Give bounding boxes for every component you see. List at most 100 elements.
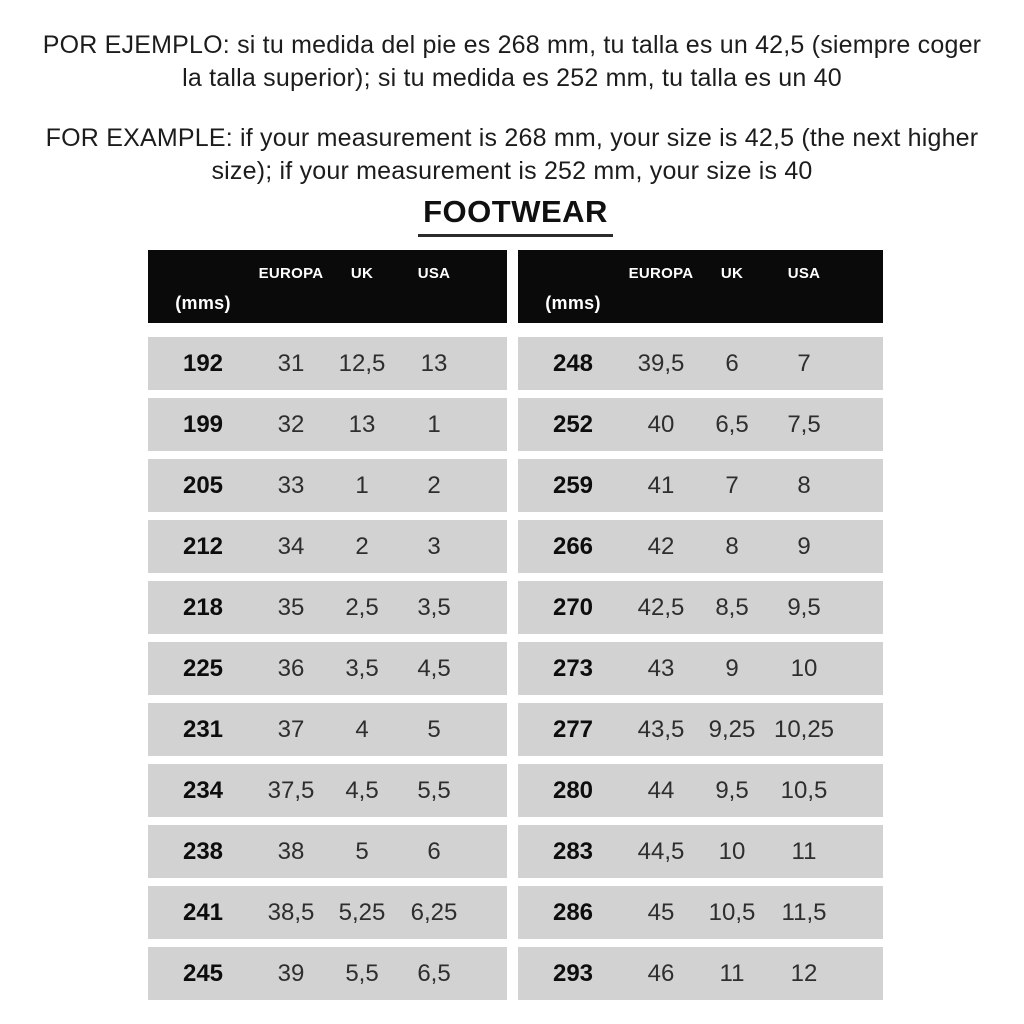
- cell-mms-value: 259: [552, 471, 594, 499]
- col-header-mms: (mms): [175, 293, 231, 313]
- cell-mms-value: 286: [552, 898, 594, 926]
- example-text-spanish: POR EJEMPLO: si tu medida del pie es 268…: [0, 29, 1024, 95]
- cell-mms-value: 212: [182, 532, 224, 560]
- size-table-right: EUROPA UK USA (mms) 248 39,5 6 7 252 40 6,5 7,5…: [518, 250, 883, 1000]
- section-title-wrap: FOOTWEAR: [148, 194, 883, 237]
- text-line: la talla superior); si tu medida es 252 …: [182, 64, 842, 92]
- header-row-units: EUROPA UK USA: [518, 265, 883, 282]
- cell-mms-value: 280: [552, 776, 594, 804]
- example-text-english: FOR EXAMPLE: if your measurement is 268 …: [0, 122, 1024, 188]
- cell-size-value: 11,5: [781, 898, 827, 926]
- cell-size-value: 5,5: [345, 959, 379, 987]
- col-header-uk: UK: [350, 265, 374, 282]
- table-row: 293 46 11 12: [518, 947, 883, 1000]
- table-row: 259 41 7 8: [518, 459, 883, 512]
- cell-size-value: 13: [348, 410, 376, 438]
- text-line: FOR EXAMPLE: if your measurement is 268 …: [45, 124, 979, 152]
- cell-size-value: 7,5: [787, 410, 821, 438]
- cell-size-value: 45: [647, 898, 675, 926]
- table-row: 273 43 9 10: [518, 642, 883, 695]
- cell-size-value: 2,5: [345, 593, 379, 621]
- cell-size-value: 34: [277, 532, 305, 560]
- cell-size-value: 6: [725, 349, 739, 377]
- table-row: 192 31 12,5 13: [148, 337, 507, 390]
- cell-size-value: 9: [797, 532, 811, 560]
- cell-mms-value: 277: [552, 715, 594, 743]
- table-row: 212 34 2 3: [148, 520, 507, 573]
- col-header-europa: EUROPA: [628, 265, 694, 282]
- size-table-left: EUROPA UK USA (mms) 192 31 12,5 13 199 32 13 1 2…: [148, 250, 507, 1000]
- col-header-usa: USA: [787, 265, 821, 282]
- cell-size-value: 6: [427, 837, 441, 865]
- cell-size-value: 37: [277, 715, 305, 743]
- cell-size-value: 35: [277, 593, 305, 621]
- cell-mms-value: 192: [182, 349, 224, 377]
- cell-size-value: 8: [725, 532, 739, 560]
- cell-mms-value: 238: [182, 837, 224, 865]
- header-row-mms: (mms): [148, 293, 507, 314]
- section-title: FOOTWEAR: [418, 194, 613, 237]
- cell-size-value: 1: [427, 410, 441, 438]
- cell-size-value: 5: [427, 715, 441, 743]
- cell-mms-value: 231: [182, 715, 224, 743]
- cell-size-value: 5,25: [338, 898, 386, 926]
- size-tables: EUROPA UK USA (mms) 192 31 12,5 13 199 32 13 1 2…: [148, 250, 883, 1000]
- cell-size-value: 2: [355, 532, 369, 560]
- cell-size-value: 6,5: [715, 410, 749, 438]
- table-row: 266 42 8 9: [518, 520, 883, 573]
- cell-mms-value: 248: [552, 349, 594, 377]
- cell-mms-value: 270: [552, 593, 594, 621]
- cell-size-value: 2: [427, 471, 441, 499]
- cell-size-value: 4: [355, 715, 369, 743]
- cell-size-value: 7: [725, 471, 739, 499]
- cell-size-value: 5: [355, 837, 369, 865]
- cell-size-value: 42: [647, 532, 675, 560]
- cell-size-value: 13: [420, 349, 448, 377]
- cell-size-value: 9,25: [708, 715, 756, 743]
- cell-size-value: 9,5: [715, 776, 749, 804]
- col-header-uk: UK: [720, 265, 744, 282]
- table-row: 245 39 5,5 6,5: [148, 947, 507, 1000]
- cell-size-value: 38,5: [267, 898, 315, 926]
- cell-mms-value: 283: [552, 837, 594, 865]
- cell-size-value: 3: [427, 532, 441, 560]
- col-header-usa: USA: [417, 265, 451, 282]
- cell-mms-value: 252: [552, 410, 594, 438]
- cell-mms-value: 218: [182, 593, 224, 621]
- table-row: 231 37 4 5: [148, 703, 507, 756]
- table-row: 280 44 9,5 10,5: [518, 764, 883, 817]
- cell-size-value: 31: [277, 349, 305, 377]
- table-body-right: 248 39,5 6 7 252 40 6,5 7,5 259 41 7 8 266 42 8 9 270 42,…: [518, 337, 883, 1000]
- cell-size-value: 39,5: [637, 349, 685, 377]
- cell-mms-value: 234: [182, 776, 224, 804]
- cell-size-value: 12,5: [338, 349, 386, 377]
- cell-size-value: 5,5: [417, 776, 451, 804]
- cell-mms-value: 266: [552, 532, 594, 560]
- cell-mms-value: 205: [182, 471, 224, 499]
- table-row: 225 36 3,5 4,5: [148, 642, 507, 695]
- cell-mms-value: 245: [182, 959, 224, 987]
- cell-size-value: 8,5: [715, 593, 749, 621]
- cell-size-value: 40: [647, 410, 675, 438]
- cell-size-value: 10,25: [773, 715, 835, 743]
- cell-mms-value: 273: [552, 654, 594, 682]
- cell-size-value: 6,5: [417, 959, 451, 987]
- cell-size-value: 4,5: [417, 654, 451, 682]
- cell-size-value: 43: [647, 654, 675, 682]
- table-row: 270 42,5 8,5 9,5: [518, 581, 883, 634]
- table-row: 252 40 6,5 7,5: [518, 398, 883, 451]
- table-row: 205 33 1 2: [148, 459, 507, 512]
- cell-size-value: 11: [719, 959, 745, 987]
- cell-size-value: 36: [277, 654, 305, 682]
- cell-size-value: 6,25: [410, 898, 458, 926]
- table-row: 234 37,5 4,5 5,5: [148, 764, 507, 817]
- col-header-mms: (mms): [545, 293, 601, 313]
- col-header-europa: EUROPA: [258, 265, 324, 282]
- cell-size-value: 1: [355, 471, 369, 499]
- cell-mms-value: 241: [182, 898, 224, 926]
- table-row: 199 32 13 1: [148, 398, 507, 451]
- cell-size-value: 39: [277, 959, 305, 987]
- cell-size-value: 44,5: [637, 837, 685, 865]
- cell-size-value: 10: [790, 654, 818, 682]
- cell-size-value: 9: [725, 654, 739, 682]
